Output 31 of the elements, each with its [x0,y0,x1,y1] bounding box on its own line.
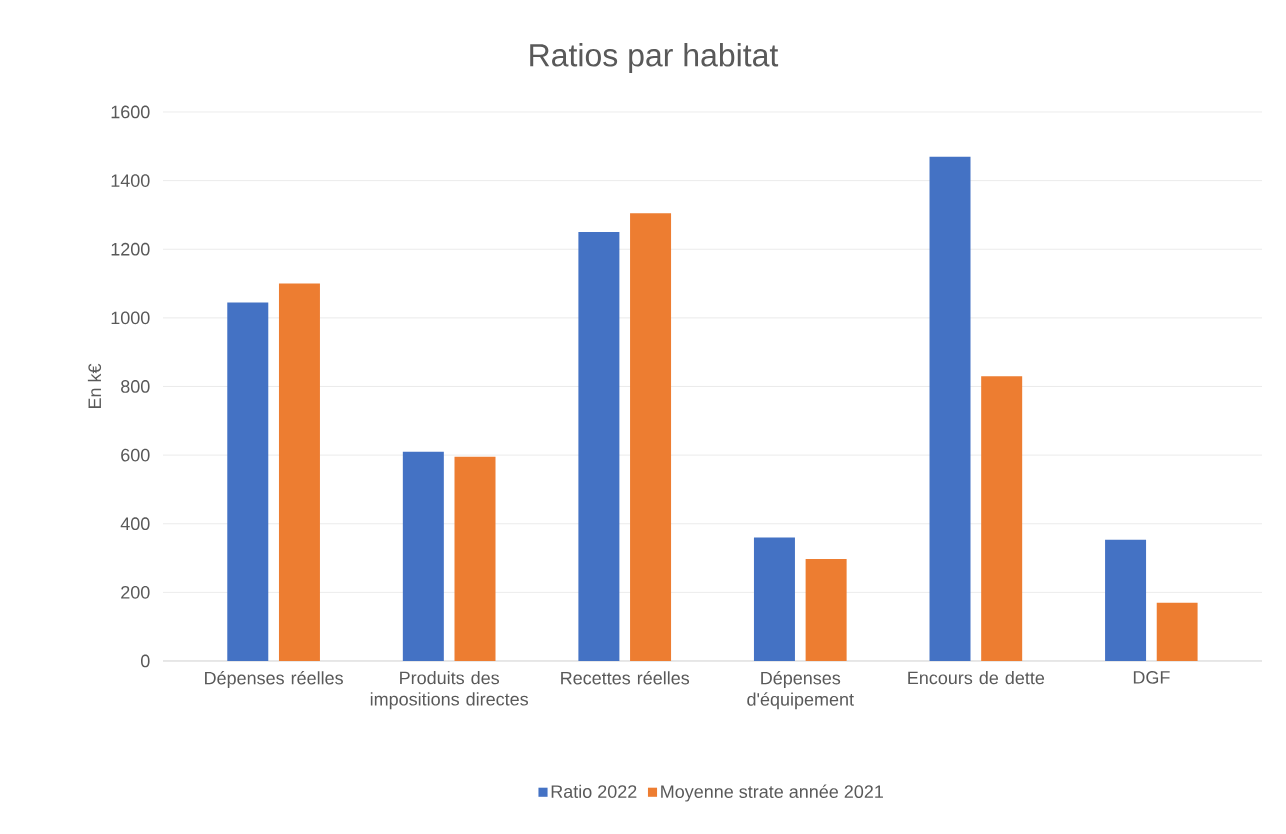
bar [753,537,795,661]
x-tick-label: DGF [1133,671,1170,684]
y-tick-label: 1200 [111,242,150,256]
bar [578,232,620,661]
legend-label: Moyenne strate année 2021 [661,784,883,802]
y-tick-label: 0 [140,654,150,668]
y-tick-label: 800 [121,380,150,393]
bar [630,213,672,661]
bar [278,283,320,661]
bar [1105,539,1147,661]
x-tick-label: Produits des impositions directes [370,671,529,710]
x-tick-label: Encours de dette [908,671,1045,685]
y-tick-label: 1000 [111,311,150,325]
bar [402,451,444,661]
y-tick-label: 200 [121,585,150,599]
y-tick-label: 1600 [111,105,150,119]
bar [929,156,971,661]
y-tick-label: 600 [121,448,150,462]
chart-title: Ratios par habitat [530,43,779,73]
x-tick-label: Recettes réelles [561,671,690,685]
y-axis-title: En k€ [87,363,102,409]
legend-label: Ratio 2022 [551,784,637,798]
y-tick-label: 400 [120,517,150,531]
x-tick-label: Dépenses réelles [205,671,343,689]
y-tick-label: 1400 [111,174,150,187]
bar [1156,602,1198,661]
x-tick-label: Dépenses d'équipement [747,671,854,710]
bar [454,456,496,661]
bar [805,559,847,661]
bar [981,376,1023,661]
bar [227,302,269,661]
